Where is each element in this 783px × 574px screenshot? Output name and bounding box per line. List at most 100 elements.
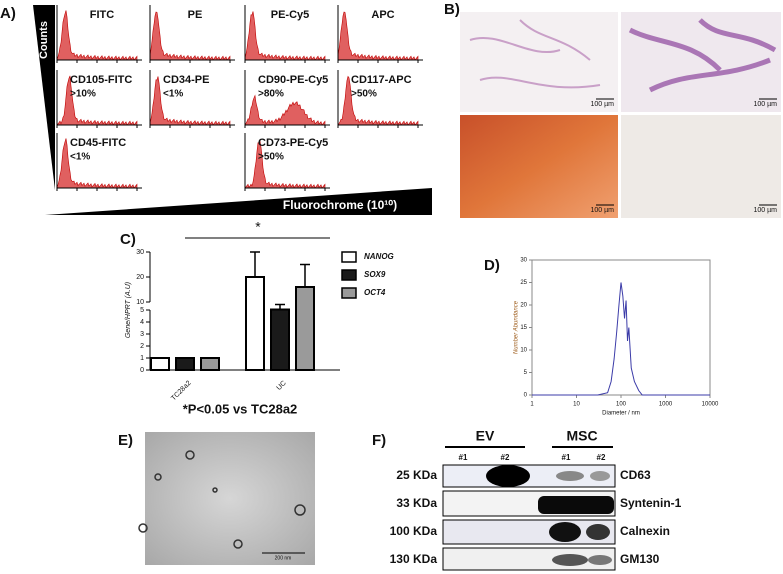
lane-label: #2 (597, 453, 606, 462)
weight-label: 25 KDa (396, 468, 437, 482)
lane-label: #1 (562, 453, 571, 462)
bar (150, 357, 170, 371)
x-tick-label: UC (276, 380, 288, 392)
histogram-title: CD73-PE-Cy5 (258, 137, 328, 149)
panel-label: B) (444, 1, 460, 18)
micrograph (460, 115, 618, 218)
cell-streaks (628, 18, 777, 93)
lane-label: #1 (459, 453, 468, 462)
vesicles (138, 450, 306, 549)
histogram-note: <1% (163, 89, 183, 100)
histogram-note: >50% (351, 89, 377, 100)
histogram-title: FITC (90, 9, 114, 21)
cell-streaks (469, 19, 601, 89)
x-tick-label: 10000 (702, 402, 719, 408)
y-tick-label: 15 (520, 325, 527, 331)
micrograph (621, 12, 781, 112)
scale-bar-label: 100 µm (591, 207, 615, 214)
legend-swatch (341, 287, 357, 299)
lane-label: #2 (501, 453, 510, 462)
panel-label: E) (118, 432, 133, 449)
scale-bar-label: 200 nm (275, 555, 292, 561)
error-bar (250, 251, 260, 277)
micrograph (460, 12, 618, 112)
protein-label: CD63 (620, 468, 651, 482)
legend-swatch (341, 251, 357, 263)
histogram-title: PE-Cy5 (271, 9, 310, 21)
group-label: EV (476, 428, 495, 444)
protein-label: Calnexin (620, 524, 670, 538)
x-tick-label: TC28a2 (170, 380, 193, 403)
histogram (244, 140, 326, 189)
histogram-note: <1% (70, 152, 90, 163)
y-tick-label: 20 (136, 274, 144, 281)
y-tick-label: 0 (140, 367, 144, 374)
bar (200, 357, 220, 371)
legend-label: SOX9 (364, 270, 386, 279)
y-tick-label: 5 (140, 307, 144, 314)
blot (442, 446, 616, 571)
bar (175, 357, 195, 371)
histogram (56, 10, 138, 61)
legend-label: NANOG (364, 252, 394, 261)
histogram-title: APC (371, 9, 394, 21)
x-tick-label: 1 (530, 402, 534, 408)
x-tick-label: 1000 (659, 402, 673, 408)
bar (270, 308, 290, 371)
y-tick-label: 10 (136, 299, 144, 306)
histogram-title: PE (188, 9, 203, 21)
micrograph (621, 115, 781, 218)
scale-bar-label: 100 µm (754, 101, 778, 108)
y-tick-label: 2 (140, 343, 144, 350)
histogram (244, 11, 326, 61)
panel-label: C) (120, 231, 136, 248)
tem-image (145, 432, 315, 565)
histogram-title: CD34-PE (163, 74, 209, 86)
bar (295, 286, 315, 371)
histogram-title: CD117-APC (351, 74, 412, 86)
scale-bar-label: 100 µm (591, 101, 615, 108)
footnote: *P<0.05 vs TC28a2 (183, 401, 298, 416)
protein-label: Syntenin-1 (620, 496, 682, 510)
histogram (56, 138, 138, 189)
histogram-title: CD45-FITC (70, 137, 126, 149)
protein-label: GM130 (620, 552, 660, 566)
legend-label: OCT4 (364, 288, 386, 297)
histogram (337, 11, 419, 61)
error-bar (275, 303, 285, 310)
panel-label: D) (484, 257, 500, 274)
counts-triangle (33, 5, 55, 190)
size-distribution (532, 282, 710, 396)
weight-label: 130 KDa (390, 552, 438, 566)
y-tick-label: 3 (140, 331, 144, 338)
panel-label: F) (372, 432, 386, 449)
y-tick-label: 20 (520, 303, 527, 309)
x-tick-label: 10 (573, 402, 580, 408)
panel-label: A) (0, 5, 16, 22)
axis-label: Fluorochrome (10¹⁰) (283, 198, 397, 212)
histogram (244, 94, 326, 126)
histogram (149, 11, 231, 61)
y-tick-label: 5 (524, 370, 528, 376)
y-tick-label: 30 (520, 258, 527, 264)
plot-frame (531, 259, 711, 396)
y-tick-label: 1 (140, 355, 144, 362)
y-tick-label: 0 (524, 393, 528, 399)
histogram-title: CD105-FITC (70, 74, 132, 86)
group-label: MSC (566, 428, 597, 444)
histogram (149, 76, 231, 126)
y-tick-label: 4 (140, 319, 144, 326)
weight-label: 100 KDa (390, 524, 438, 538)
y-axis-label: Gene/HPRT (A.U) (125, 282, 132, 338)
weight-label: 33 KDa (396, 496, 437, 510)
axis-label: Counts (38, 21, 50, 59)
histogram-title: CD90-PE-Cy5 (258, 74, 328, 86)
y-tick-label: 25 (520, 280, 527, 286)
bar (245, 276, 265, 371)
y-axis-label: Number Abundance (514, 300, 520, 354)
error-bar (300, 263, 310, 287)
fluor-triangle (45, 188, 432, 215)
histogram-note: >50% (258, 152, 284, 163)
significance: * (255, 219, 261, 235)
